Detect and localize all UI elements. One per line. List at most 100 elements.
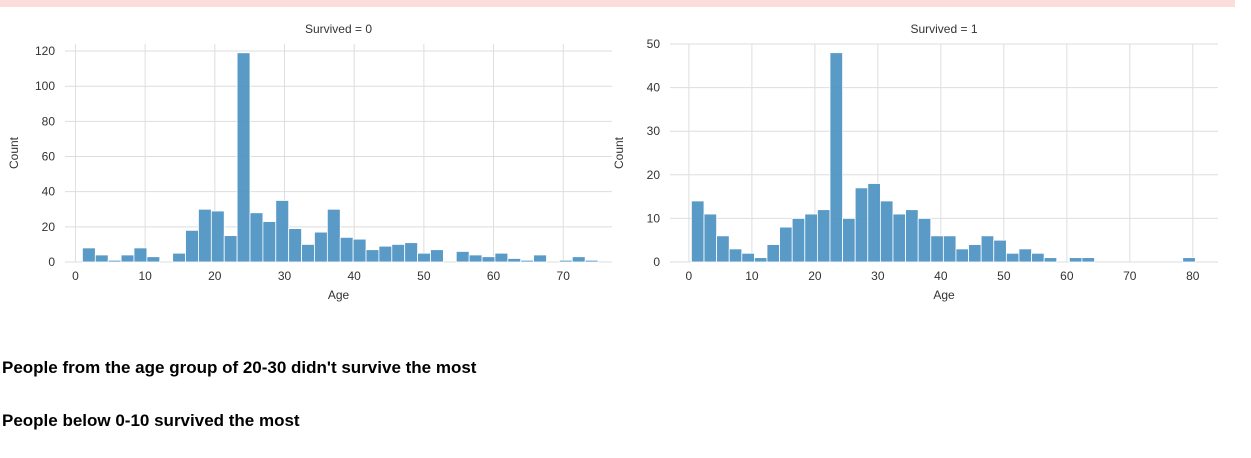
- y-tick-label: 40: [42, 185, 56, 199]
- top-strip: [0, 0, 1235, 7]
- histogram-bar: 3: [146, 256, 161, 263]
- y-tick-label: 10: [647, 211, 661, 225]
- histogram-bar: 17: [854, 187, 869, 263]
- histogram-bar: 11: [892, 213, 906, 263]
- histogram-bar: 15: [223, 235, 238, 263]
- histogram-bar: 1: [107, 259, 122, 263]
- histogram-bar: 3: [481, 256, 496, 263]
- histogram-bar: 11: [804, 213, 818, 263]
- histogram-bar: 1: [1068, 257, 1083, 263]
- histogram-bar: 6: [455, 251, 470, 263]
- y-axis-label: Count: [7, 136, 21, 169]
- x-axis-label: Age: [933, 288, 955, 302]
- x-tick-label: 40: [347, 269, 361, 283]
- x-tick-label: 30: [278, 269, 292, 283]
- y-tick-label: 80: [42, 114, 56, 128]
- histogram-bar: 14: [339, 236, 354, 263]
- histogram-bar: 30: [326, 208, 341, 263]
- histogram-bar: 4: [120, 254, 135, 263]
- x-tick-label: 10: [138, 269, 152, 283]
- histogram-bar: 10: [842, 217, 856, 263]
- histogram-bar: 35: [275, 200, 290, 263]
- histogram-bar: 4: [968, 244, 982, 263]
- histogram-bar: 3: [955, 248, 969, 263]
- y-axis-label: Count: [612, 136, 626, 169]
- y-tick-label: 0: [653, 255, 660, 269]
- histogram-bar: 5: [417, 252, 431, 263]
- histogram-bar: 1: [558, 259, 573, 263]
- y-tick-label: 120: [35, 44, 55, 58]
- y-tick-label: 30: [647, 124, 661, 138]
- histogram-bar: 8: [82, 247, 96, 263]
- histogram-bar: 2: [741, 252, 755, 263]
- y-tick-label: 50: [647, 37, 661, 51]
- histogram-bar: 8: [133, 247, 148, 263]
- histogram-bar: 2: [1031, 252, 1045, 263]
- histogram-bar: 5: [172, 252, 186, 263]
- histogram-bar: 1: [1043, 257, 1058, 263]
- histogram-bar: 3: [728, 248, 743, 263]
- histogram-bar: 7: [430, 249, 444, 263]
- histogram-bar: 5: [993, 239, 1007, 263]
- histogram-bar: 1: [754, 257, 768, 263]
- histogram-bar: 8: [779, 226, 793, 263]
- y-tick-label: 40: [647, 81, 661, 95]
- x-tick-label: 60: [1060, 269, 1074, 283]
- x-tick-label: 30: [871, 269, 885, 283]
- facet-panel-0: 8414835183029151192823351910173014137910…: [7, 22, 612, 302]
- y-tick-label: 100: [35, 79, 55, 93]
- histogram-bar: 3: [571, 256, 586, 263]
- histogram-bar: 18: [867, 183, 881, 263]
- histogram-bar: 1: [520, 259, 535, 263]
- histogram-bar: 4: [533, 254, 547, 263]
- histogram-bar: 1: [1081, 257, 1095, 263]
- y-tick-label: 20: [42, 220, 56, 234]
- histogram-bar: 11: [404, 242, 418, 263]
- y-tick-label: 60: [42, 150, 56, 164]
- histogram-bar: 14: [879, 200, 894, 263]
- x-tick-label: 10: [745, 269, 759, 283]
- note-line-2: People below 0-10 survived the most: [2, 411, 300, 430]
- histogram-bar: 18: [185, 229, 199, 263]
- histogram-bar: 6: [942, 235, 957, 263]
- histogram-bar: 4: [468, 254, 483, 263]
- note-line-1: People from the age group of 20-30 didn'…: [2, 358, 477, 377]
- histogram-bar: 12: [816, 209, 831, 263]
- histogram-bar: 29: [210, 210, 225, 263]
- facet-title: Survived = 1: [910, 22, 977, 36]
- x-tick-label: 70: [1123, 269, 1137, 283]
- histogram-bar: 10: [301, 244, 315, 263]
- histogram-bar: 10: [791, 217, 806, 263]
- histogram-bar: 6: [930, 235, 944, 263]
- x-tick-label: 60: [487, 269, 501, 283]
- x-axis-label: Age: [328, 288, 350, 302]
- histogram-bar: 119: [236, 52, 251, 263]
- x-tick-label: 0: [72, 269, 79, 283]
- x-tick-label: 20: [208, 269, 222, 283]
- x-tick-label: 70: [557, 269, 571, 283]
- histogram-bar: 28: [249, 212, 264, 263]
- histogram-bar: 2: [507, 258, 522, 263]
- x-tick-label: 50: [417, 269, 431, 283]
- x-tick-label: 40: [934, 269, 948, 283]
- x-tick-label: 20: [808, 269, 822, 283]
- x-tick-label: 80: [1186, 269, 1200, 283]
- histogram-bar: 4: [94, 254, 109, 263]
- y-tick-label: 0: [48, 255, 55, 269]
- histogram-bar: 6: [716, 235, 730, 263]
- histogram-bar: 10: [391, 244, 406, 263]
- histogram-bar: 6: [980, 235, 995, 263]
- facet-histograms: 8414835183029151192823351910173014137910…: [7, 22, 1218, 302]
- x-tick-label: 0: [686, 269, 693, 283]
- histogram-bar: 12: [905, 209, 919, 263]
- histogram-bar: 23: [262, 221, 277, 263]
- histogram-bar: 48: [829, 52, 843, 263]
- histogram-bar: 1: [1182, 257, 1196, 263]
- histogram-bar: 19: [288, 228, 302, 263]
- facet-panel-1: 1411632148101112481017181411121066346523…: [612, 22, 1218, 302]
- histogram-bar: 14: [691, 200, 705, 263]
- histogram-bar: 4: [766, 244, 781, 263]
- histogram-bar: 11: [703, 213, 718, 263]
- histogram-bar: 13: [352, 238, 367, 263]
- histogram-bar: 7: [365, 249, 380, 263]
